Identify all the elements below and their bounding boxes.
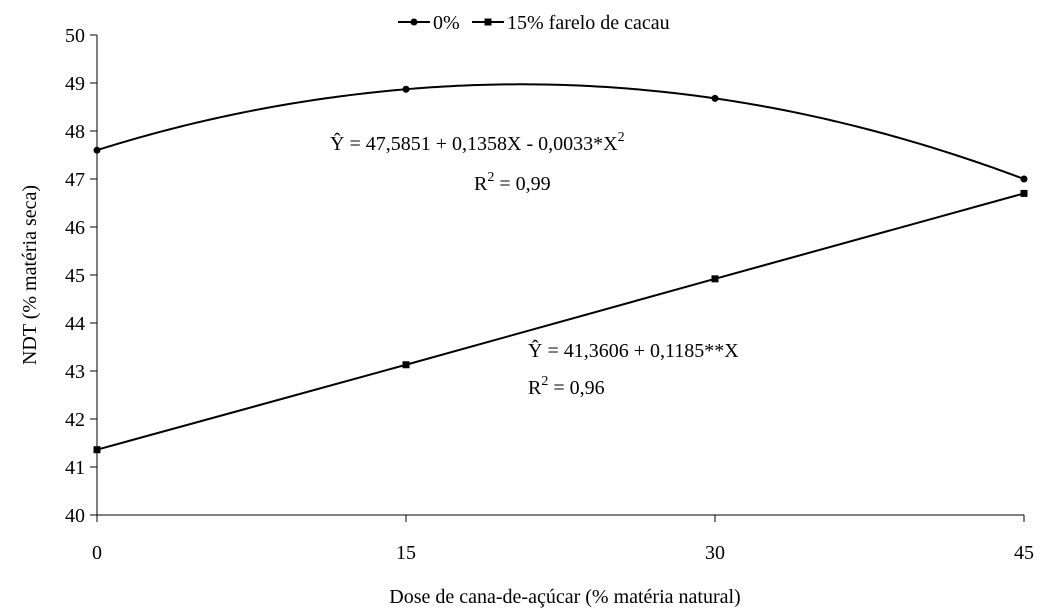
data-point-0-2 <box>711 94 719 102</box>
r2-15pct-sup: 2 <box>541 374 548 389</box>
legend-label-15pct: 15% farelo de cacau <box>507 12 670 34</box>
y-tick-label: 49 <box>65 73 85 95</box>
x-tick-label: 45 <box>1014 542 1034 564</box>
data-point-1-0 <box>93 446 101 454</box>
equation-0pct: Ŷ = 47,5851 + 0,1358X - 0,0033*X2 <box>330 130 625 155</box>
series-line-1 <box>96 192 1025 451</box>
series-line-0 <box>96 83 1025 180</box>
r2-0pct: R2 = 0,99 <box>474 170 551 195</box>
r2-0pct-body: = 0,99 <box>494 173 550 195</box>
r2-0pct-label: R <box>474 173 488 195</box>
equation-15pct-yhat: Ŷ <box>528 339 542 362</box>
x-tick-label: 30 <box>705 542 725 564</box>
x-axis-label: Dose de cana-de-açúcar (% matéria natura… <box>389 586 740 608</box>
legend-label-0pct: 0% <box>433 12 460 34</box>
data-point-1-2 <box>711 275 719 283</box>
data-point-0-1 <box>402 85 410 93</box>
x-tick-label: 0 <box>92 542 102 564</box>
y-tick-label: 42 <box>65 409 85 431</box>
series-lines <box>96 83 1025 451</box>
series-markers <box>93 85 1028 454</box>
y-tick-labels: 40 41 42 43 44 45 46 47 48 49 50 <box>65 25 85 527</box>
y-tick-label: 43 <box>65 361 85 383</box>
equation-0pct-sup: 2 <box>618 130 625 145</box>
y-tick-label: 44 <box>65 313 85 335</box>
y-tick-label: 47 <box>65 169 85 191</box>
legend: 0% 15% farelo de cacau <box>398 12 670 34</box>
equation-0pct-yhat: Ŷ <box>330 132 344 155</box>
data-point-1-1 <box>402 361 410 369</box>
data-point-1-3 <box>1020 189 1028 197</box>
axes <box>90 34 1025 522</box>
y-axis-label: NDT (% matéria seca) <box>19 185 41 365</box>
y-tick-label: 40 <box>65 505 85 527</box>
legend-marker-15pct <box>484 18 492 26</box>
y-tick-label: 45 <box>65 265 85 287</box>
y-tick-label: 48 <box>65 121 85 143</box>
equation-15pct-body: = 41,3606 + 0,1185**X <box>542 340 739 362</box>
equation-0pct-body: = 47,5851 + 0,1358X - 0,0033*X <box>344 133 618 155</box>
data-point-0-3 <box>1020 175 1028 183</box>
equation-15pct: Ŷ = 41,3606 + 0,1185**X <box>528 339 739 362</box>
y-tick-label: 41 <box>65 457 85 479</box>
y-tick-label: 46 <box>65 217 85 239</box>
data-point-0-0 <box>93 146 101 154</box>
r2-15pct-label: R <box>528 377 542 399</box>
x-tick-labels: 0 15 30 45 <box>92 542 1034 564</box>
r2-15pct: R2 = 0,96 <box>528 374 605 399</box>
r2-15pct-body: = 0,96 <box>548 377 604 399</box>
y-tick-label: 50 <box>65 25 85 47</box>
legend-marker-0pct <box>410 18 418 26</box>
r2-0pct-sup: 2 <box>487 170 494 185</box>
x-tick-label: 15 <box>396 542 416 564</box>
